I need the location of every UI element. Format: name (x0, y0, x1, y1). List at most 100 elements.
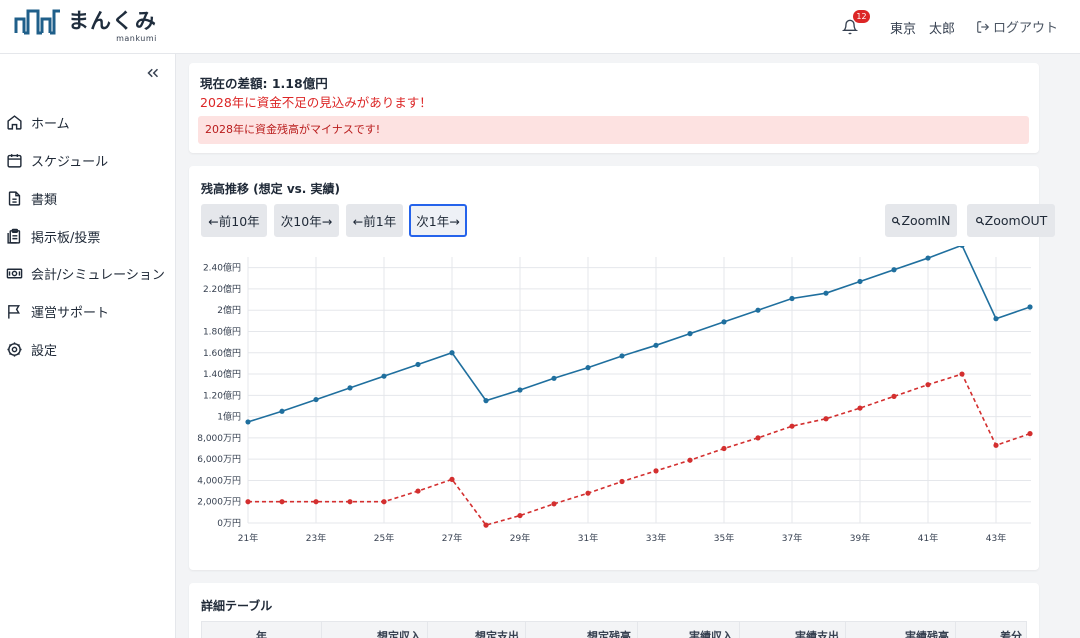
data-point[interactable] (925, 255, 931, 261)
data-point[interactable] (823, 290, 829, 296)
data-point[interactable] (993, 316, 999, 322)
current-difference: 現在の差額: 1.18億円 (200, 76, 328, 91)
column-header-year[interactable]: 年 (202, 622, 322, 638)
column-header-planned-expense[interactable]: 想定支出 (428, 622, 526, 638)
logout-icon (977, 20, 990, 33)
column-header-difference[interactable]: 差分 (1000, 630, 1022, 638)
data-point[interactable] (891, 267, 897, 273)
app-logo[interactable]: まんくみ mankumi (14, 9, 157, 43)
data-point[interactable] (245, 499, 251, 505)
data-point[interactable] (653, 468, 659, 474)
data-point[interactable] (313, 396, 319, 403)
column-header-actual-expense[interactable]: 実績支出 (740, 622, 846, 638)
data-point[interactable] (1027, 304, 1033, 310)
next-1-year-button[interactable]: 次1年→ (409, 204, 467, 237)
data-point[interactable] (755, 435, 761, 441)
data-point[interactable] (381, 373, 387, 379)
zoom-in-button[interactable]: ZoomIN (885, 204, 957, 237)
table-header: 年 想定収入 想定支出 想定残高 実績収入 実績支出 実績残高 差分 (201, 621, 1027, 638)
user-name[interactable]: 東京 太郎 (890, 22, 956, 37)
sidebar-item-board[interactable]: 掲示板/投票 (6, 224, 100, 248)
column-header-planned-balance[interactable]: 想定残高 (526, 622, 638, 638)
data-point[interactable] (483, 522, 489, 528)
data-point[interactable] (517, 387, 523, 393)
sidebar-item-accounting[interactable]: 会計/シミュレーション (6, 261, 165, 285)
x-tick-label: 27年 (442, 532, 462, 544)
negative-balance-alert: 2028年に資金残高がマイナスです! (198, 116, 1029, 144)
data-point[interactable] (959, 371, 965, 377)
y-tick-label: 1.60億円 (203, 347, 241, 359)
sidebar-item-label: 掲示板/投票 (31, 230, 101, 246)
data-point[interactable] (653, 342, 659, 348)
data-point[interactable] (755, 307, 761, 313)
data-point[interactable] (483, 398, 489, 404)
collapse-sidebar-button[interactable] (144, 64, 162, 82)
data-point[interactable] (381, 499, 387, 505)
y-tick-label: 6,000万円 (197, 454, 241, 465)
sidebar-item-schedule[interactable]: スケジュール (6, 148, 108, 172)
prev-1-year-button[interactable]: ←前1年 (346, 204, 403, 237)
logout-label: ログアウト (993, 21, 1059, 36)
data-point[interactable] (245, 419, 251, 425)
data-point[interactable] (959, 246, 965, 248)
column-header-actual-income[interactable]: 実績収入 (638, 622, 740, 638)
column-header-actual-balance[interactable]: 実績残高 (846, 622, 956, 638)
y-tick-label: 1.40億円 (203, 368, 241, 380)
sidebar-item-support[interactable]: 運営サポート (6, 299, 109, 323)
data-point[interactable] (687, 457, 693, 463)
data-point[interactable] (721, 319, 727, 325)
data-point[interactable] (857, 278, 863, 285)
logout-button[interactable]: ログアウト (976, 17, 1058, 36)
zoom-out-button[interactable]: ZoomOUT (967, 204, 1055, 237)
data-point[interactable] (925, 382, 931, 388)
sidebar-item-label: 運営サポート (31, 305, 110, 321)
data-point[interactable] (551, 375, 557, 381)
data-point[interactable] (619, 478, 625, 485)
data-point[interactable] (415, 361, 421, 368)
data-point[interactable] (687, 331, 693, 337)
data-point[interactable] (517, 512, 523, 519)
data-point[interactable] (449, 350, 455, 356)
data-point[interactable] (347, 499, 353, 505)
data-point[interactable] (279, 408, 285, 414)
next-10-years-button[interactable]: 次10年→ (274, 204, 339, 237)
sidebar-item-settings[interactable]: 設定 (6, 337, 57, 361)
data-point[interactable] (857, 405, 863, 411)
zoom-in-label: ZoomIN (901, 213, 951, 228)
data-point[interactable] (789, 295, 795, 302)
data-point[interactable] (313, 499, 319, 505)
logo-title: まんくみ (68, 9, 157, 33)
data-point[interactable] (993, 442, 999, 448)
x-tick-label: 25年 (374, 532, 394, 544)
data-point[interactable] (347, 385, 353, 391)
y-tick-label: 2億円 (217, 304, 241, 316)
column-header-planned-income[interactable]: 想定収入 (322, 622, 428, 638)
data-point[interactable] (891, 393, 897, 399)
chevrons-left-icon (147, 68, 159, 78)
data-point[interactable] (551, 501, 557, 507)
detail-table-card: 詳細テーブル 年 想定収入 想定支出 想定残高 実績収入 実績支出 実績残高 差… (189, 583, 1039, 638)
data-point[interactable] (823, 416, 829, 422)
data-point[interactable] (585, 490, 591, 496)
data-point[interactable] (585, 365, 591, 371)
clipboard-icon (7, 228, 21, 244)
prev-10-years-button[interactable]: ←前10年 (201, 204, 267, 237)
data-point[interactable] (721, 445, 727, 452)
home-icon (7, 114, 22, 130)
data-point[interactable] (619, 353, 625, 359)
x-tick-label: 41年 (918, 532, 938, 544)
data-point[interactable] (415, 488, 421, 494)
data-point[interactable] (1027, 431, 1033, 437)
y-tick-label: 2,000万円 (197, 497, 241, 508)
sidebar-item-label: 設定 (31, 343, 58, 359)
data-point[interactable] (279, 499, 285, 505)
sidebar-item-label: ホーム (31, 116, 70, 132)
notification-button[interactable] (836, 13, 864, 41)
sidebar-item-home[interactable]: ホーム (6, 110, 70, 134)
data-point[interactable] (449, 476, 455, 482)
x-tick-label: 37年 (782, 532, 802, 544)
sidebar: ホーム スケジュール 書類 掲示板/投票 会計/シミュレーション 運営サポート … (0, 54, 176, 638)
zoom-out-label: ZoomOUT (984, 213, 1048, 228)
data-point[interactable] (789, 423, 795, 429)
sidebar-item-documents[interactable]: 書類 (6, 186, 57, 210)
